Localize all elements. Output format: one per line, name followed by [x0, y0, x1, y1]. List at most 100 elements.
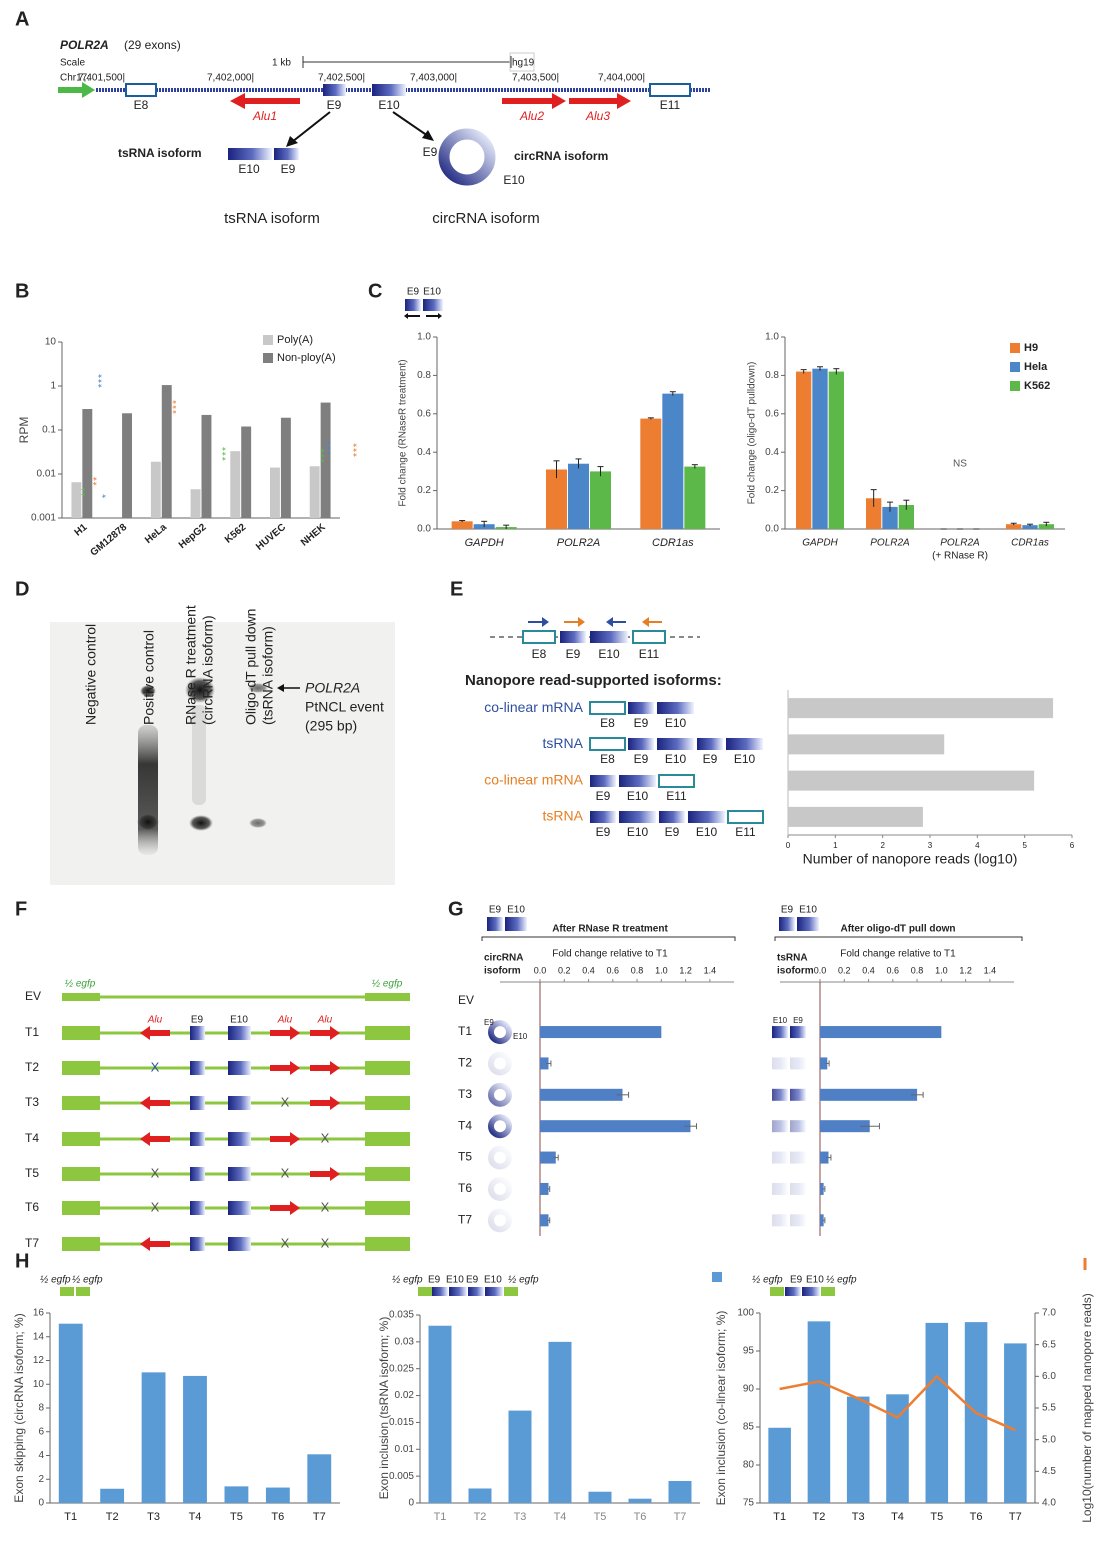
row-label: T1 [25, 1025, 39, 1039]
egfp [365, 993, 410, 1001]
bar [662, 393, 684, 529]
chart-title: After oligo-dT pull down [841, 924, 956, 935]
ts-icon [772, 1057, 788, 1070]
exon-label: E9 [327, 98, 342, 112]
deleted-mark: X [151, 1199, 160, 1214]
y-tick-label: 1 [50, 381, 56, 392]
exon [449, 1287, 467, 1296]
exon-label: E9 [634, 716, 649, 730]
start-arrow [58, 82, 95, 98]
alu-arrow [270, 1132, 300, 1146]
gel-image [50, 622, 395, 885]
legend-label: K562 [1024, 380, 1050, 392]
egfp [62, 1237, 100, 1251]
isoform-label: tsRNA isoform [118, 146, 202, 160]
bar [1006, 524, 1022, 529]
y-tick-label: 8 [38, 1403, 44, 1414]
exon [405, 299, 421, 311]
exon [785, 1287, 801, 1296]
bar [1004, 1343, 1027, 1503]
row-label: T1 [458, 1024, 472, 1038]
isoform-heading: Nanopore read-supported isoforms: [465, 672, 722, 689]
x-tick-label: 1 [833, 841, 838, 850]
x-tick-label: 0.6 [607, 965, 620, 975]
exon [228, 1061, 251, 1075]
exon [228, 1201, 251, 1215]
bar [241, 426, 252, 518]
bracket [774, 936, 1023, 941]
y2-tick-label: 4.5 [1042, 1466, 1056, 1477]
exon-label: E9 [790, 1275, 803, 1286]
bar [788, 770, 1035, 791]
bar [71, 482, 82, 518]
exon-label: E9 [566, 647, 581, 661]
gel-smear [138, 725, 158, 855]
exon [688, 811, 725, 823]
egfp [62, 993, 100, 1001]
y-tick-label: 0.4 [765, 447, 779, 458]
legend-swatch [263, 353, 273, 363]
exon [522, 630, 556, 644]
egfp [76, 1287, 90, 1296]
x-tick-label: POLR2A [870, 538, 910, 549]
coordinate: 7,402,000| [207, 73, 254, 84]
bar [190, 489, 201, 518]
exon-label: E10 [507, 905, 525, 916]
exon [659, 811, 685, 823]
bar [846, 1396, 870, 1503]
y-axis-title: Fold change (RNaseR treatment) [398, 359, 409, 506]
bar [548, 1341, 572, 1503]
circ-icon [488, 1208, 512, 1233]
scale-bar-label: 1 kb [272, 58, 291, 69]
x-tick-label: GM12878 [88, 522, 129, 559]
circ-icon [488, 1145, 512, 1170]
significance: *** [221, 446, 232, 461]
exon-label: E10 [513, 1032, 528, 1041]
y-tick-label: 0.2 [417, 485, 431, 496]
bar [796, 371, 812, 529]
exon [628, 738, 654, 750]
alu-arrow [569, 93, 631, 109]
significance: *** [319, 448, 330, 463]
bar [540, 1088, 623, 1101]
bar [468, 1488, 492, 1503]
gel: Negative control Positive control RNase … [50, 605, 395, 885]
bar [309, 466, 320, 518]
egfp [365, 1132, 410, 1146]
exon [657, 738, 694, 750]
coordinate: 7,401,500| [78, 73, 125, 84]
x-tick-label: 0.2 [558, 965, 571, 975]
x-tick-label: 5 [1022, 841, 1027, 850]
y-tick-label: 12 [33, 1355, 45, 1366]
alu-label: Alu3 [585, 109, 610, 123]
coordinate: 7,403,500| [512, 73, 559, 84]
bar [451, 521, 473, 529]
x-tick-label: H1 [73, 522, 90, 539]
bar [788, 806, 923, 827]
x-tick-label: 1.2 [959, 965, 972, 975]
bar [788, 698, 1054, 719]
y-tick-label: 0.03 [395, 1336, 415, 1347]
ts-icon [790, 1120, 806, 1133]
row-label: T7 [458, 1212, 472, 1226]
y-tick-label: 0.6 [417, 408, 431, 419]
bar [788, 734, 945, 755]
exon-label: E9 [423, 145, 438, 159]
y-tick-label: 0.005 [389, 1471, 414, 1482]
isoform-label: tsRNA [777, 953, 808, 964]
egfp-label: ½ egfp [40, 1275, 71, 1286]
bar [100, 1488, 125, 1503]
egfp [365, 1237, 410, 1251]
alu-arrow [140, 1132, 170, 1146]
legend-label: H9 [1024, 342, 1038, 354]
exon [228, 1096, 251, 1110]
y-tick-label: 85 [743, 1422, 755, 1433]
bar [1038, 524, 1054, 529]
x-tick-label: 1.0 [655, 965, 668, 975]
annotation: NS [953, 459, 967, 470]
exon-label: E10 [423, 287, 441, 298]
x-tick-label: 0.8 [911, 965, 924, 975]
x-tick-label: 1.0 [935, 965, 948, 975]
alu-arrow [140, 1096, 170, 1110]
y-axis-title: Fold change (oligo-dT pulldown) [747, 362, 758, 505]
